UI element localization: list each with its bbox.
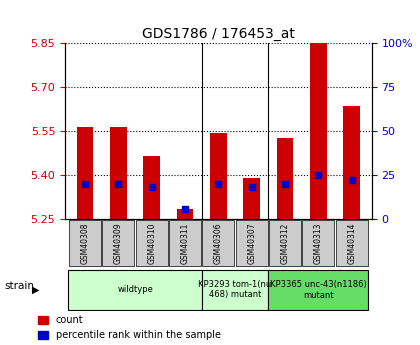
Title: GDS1786 / 176453_at: GDS1786 / 176453_at <box>142 27 295 41</box>
FancyBboxPatch shape <box>202 220 234 266</box>
Bar <box>344 106 360 219</box>
FancyBboxPatch shape <box>236 220 268 266</box>
Text: GSM40307: GSM40307 <box>247 223 256 264</box>
Bar <box>110 127 127 219</box>
Text: GSM40308: GSM40308 <box>81 223 89 264</box>
Text: KP3293 tom-1(nu
468) mutant: KP3293 tom-1(nu 468) mutant <box>198 280 272 299</box>
Text: strain: strain <box>4 281 34 290</box>
FancyBboxPatch shape <box>68 270 202 310</box>
FancyBboxPatch shape <box>336 220 368 266</box>
Text: GSM40314: GSM40314 <box>347 223 356 264</box>
Bar <box>310 42 327 219</box>
Text: ▶: ▶ <box>32 285 39 295</box>
FancyBboxPatch shape <box>102 220 134 266</box>
FancyBboxPatch shape <box>302 220 334 266</box>
FancyBboxPatch shape <box>136 220 168 266</box>
Bar <box>143 156 160 219</box>
Text: GSM40313: GSM40313 <box>314 223 323 264</box>
Bar <box>244 178 260 219</box>
FancyBboxPatch shape <box>202 270 268 310</box>
FancyBboxPatch shape <box>69 220 101 266</box>
Text: GSM40311: GSM40311 <box>181 223 189 264</box>
Text: GSM40309: GSM40309 <box>114 223 123 264</box>
Legend: count, percentile rank within the sample: count, percentile rank within the sample <box>39 315 221 340</box>
FancyBboxPatch shape <box>169 220 201 266</box>
Bar <box>77 127 93 219</box>
Text: GSM40306: GSM40306 <box>214 223 223 264</box>
Text: GSM40312: GSM40312 <box>281 223 289 264</box>
FancyBboxPatch shape <box>269 220 301 266</box>
Bar <box>277 138 294 219</box>
Bar <box>177 209 193 219</box>
Text: GSM40310: GSM40310 <box>147 223 156 264</box>
Bar <box>210 132 227 219</box>
Text: wildtype: wildtype <box>117 285 153 294</box>
Text: KP3365 unc-43(n1186)
mutant: KP3365 unc-43(n1186) mutant <box>270 280 367 299</box>
FancyBboxPatch shape <box>268 270 368 310</box>
